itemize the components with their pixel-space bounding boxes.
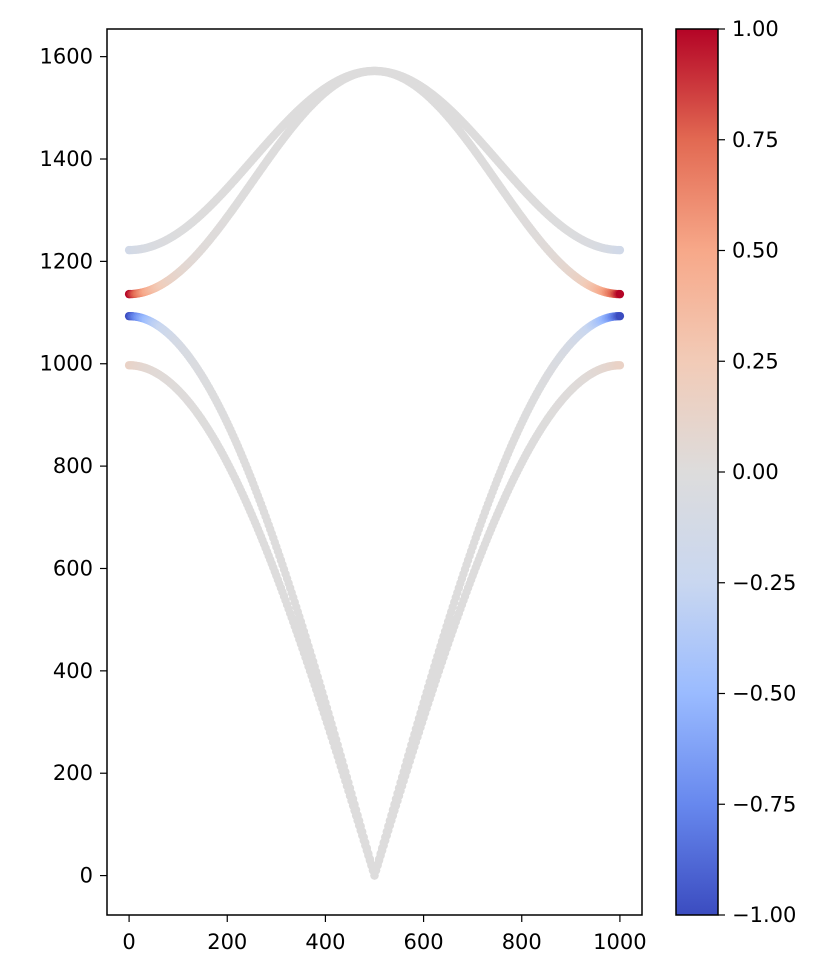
- colorbar-tick-label: −1.00: [732, 903, 796, 927]
- y-tick-label: 400: [53, 659, 93, 683]
- data-point: [615, 289, 625, 299]
- colorbar-fill: [676, 29, 718, 915]
- x-tick-label: 0: [122, 930, 135, 954]
- y-tick-label: 1200: [40, 249, 93, 273]
- plot-marks: [124, 66, 625, 880]
- plot-frame: [106, 28, 643, 916]
- data-point: [615, 311, 625, 321]
- colorbar-tick-label: 0.50: [732, 239, 779, 263]
- colorbar-tick-label: −0.75: [732, 792, 796, 816]
- y-tick-label: 200: [53, 761, 93, 785]
- colorbar-tick-label: 1.00: [732, 17, 779, 41]
- colorbar-tick-label: −0.25: [732, 571, 796, 595]
- colorbar-ticks: 1.00 0.75 0.50 0.25 0.00 −0.25 −0.50 −0.75 −1.00: [718, 17, 796, 927]
- y-tick-label: 1600: [40, 45, 93, 69]
- colorbar: 1.00 0.75 0.50 0.25 0.00 −0.25 −0.50 −0.75 −1.00: [675, 17, 796, 927]
- data-point: [615, 361, 625, 370]
- x-tick-label: 400: [305, 930, 345, 954]
- y-axis: 0 200 400 600 800 1000 1200 1400 1600: [40, 45, 107, 888]
- y-tick-label: 0: [80, 864, 93, 888]
- y-tick-label: 800: [53, 454, 93, 478]
- colorbar-tick-label: −0.50: [732, 682, 796, 706]
- y-tick-label: 1000: [40, 352, 93, 376]
- series-3: [124, 361, 625, 880]
- y-tick-label: 1400: [40, 147, 93, 171]
- colorbar-tick-label: 0.25: [732, 349, 779, 373]
- x-tick-label: 800: [502, 930, 542, 954]
- x-axis: 0 200 400 600 800 1000: [122, 915, 647, 954]
- series-1: [124, 66, 625, 299]
- x-tick-label: 1000: [593, 930, 646, 954]
- x-tick-label: 200: [207, 930, 247, 954]
- colorbar-tick-label: 0.00: [732, 460, 779, 484]
- data-point: [615, 245, 625, 255]
- x-tick-label: 600: [404, 930, 444, 954]
- y-tick-label: 600: [53, 556, 93, 580]
- colorbar-tick-label: 0.75: [732, 128, 779, 152]
